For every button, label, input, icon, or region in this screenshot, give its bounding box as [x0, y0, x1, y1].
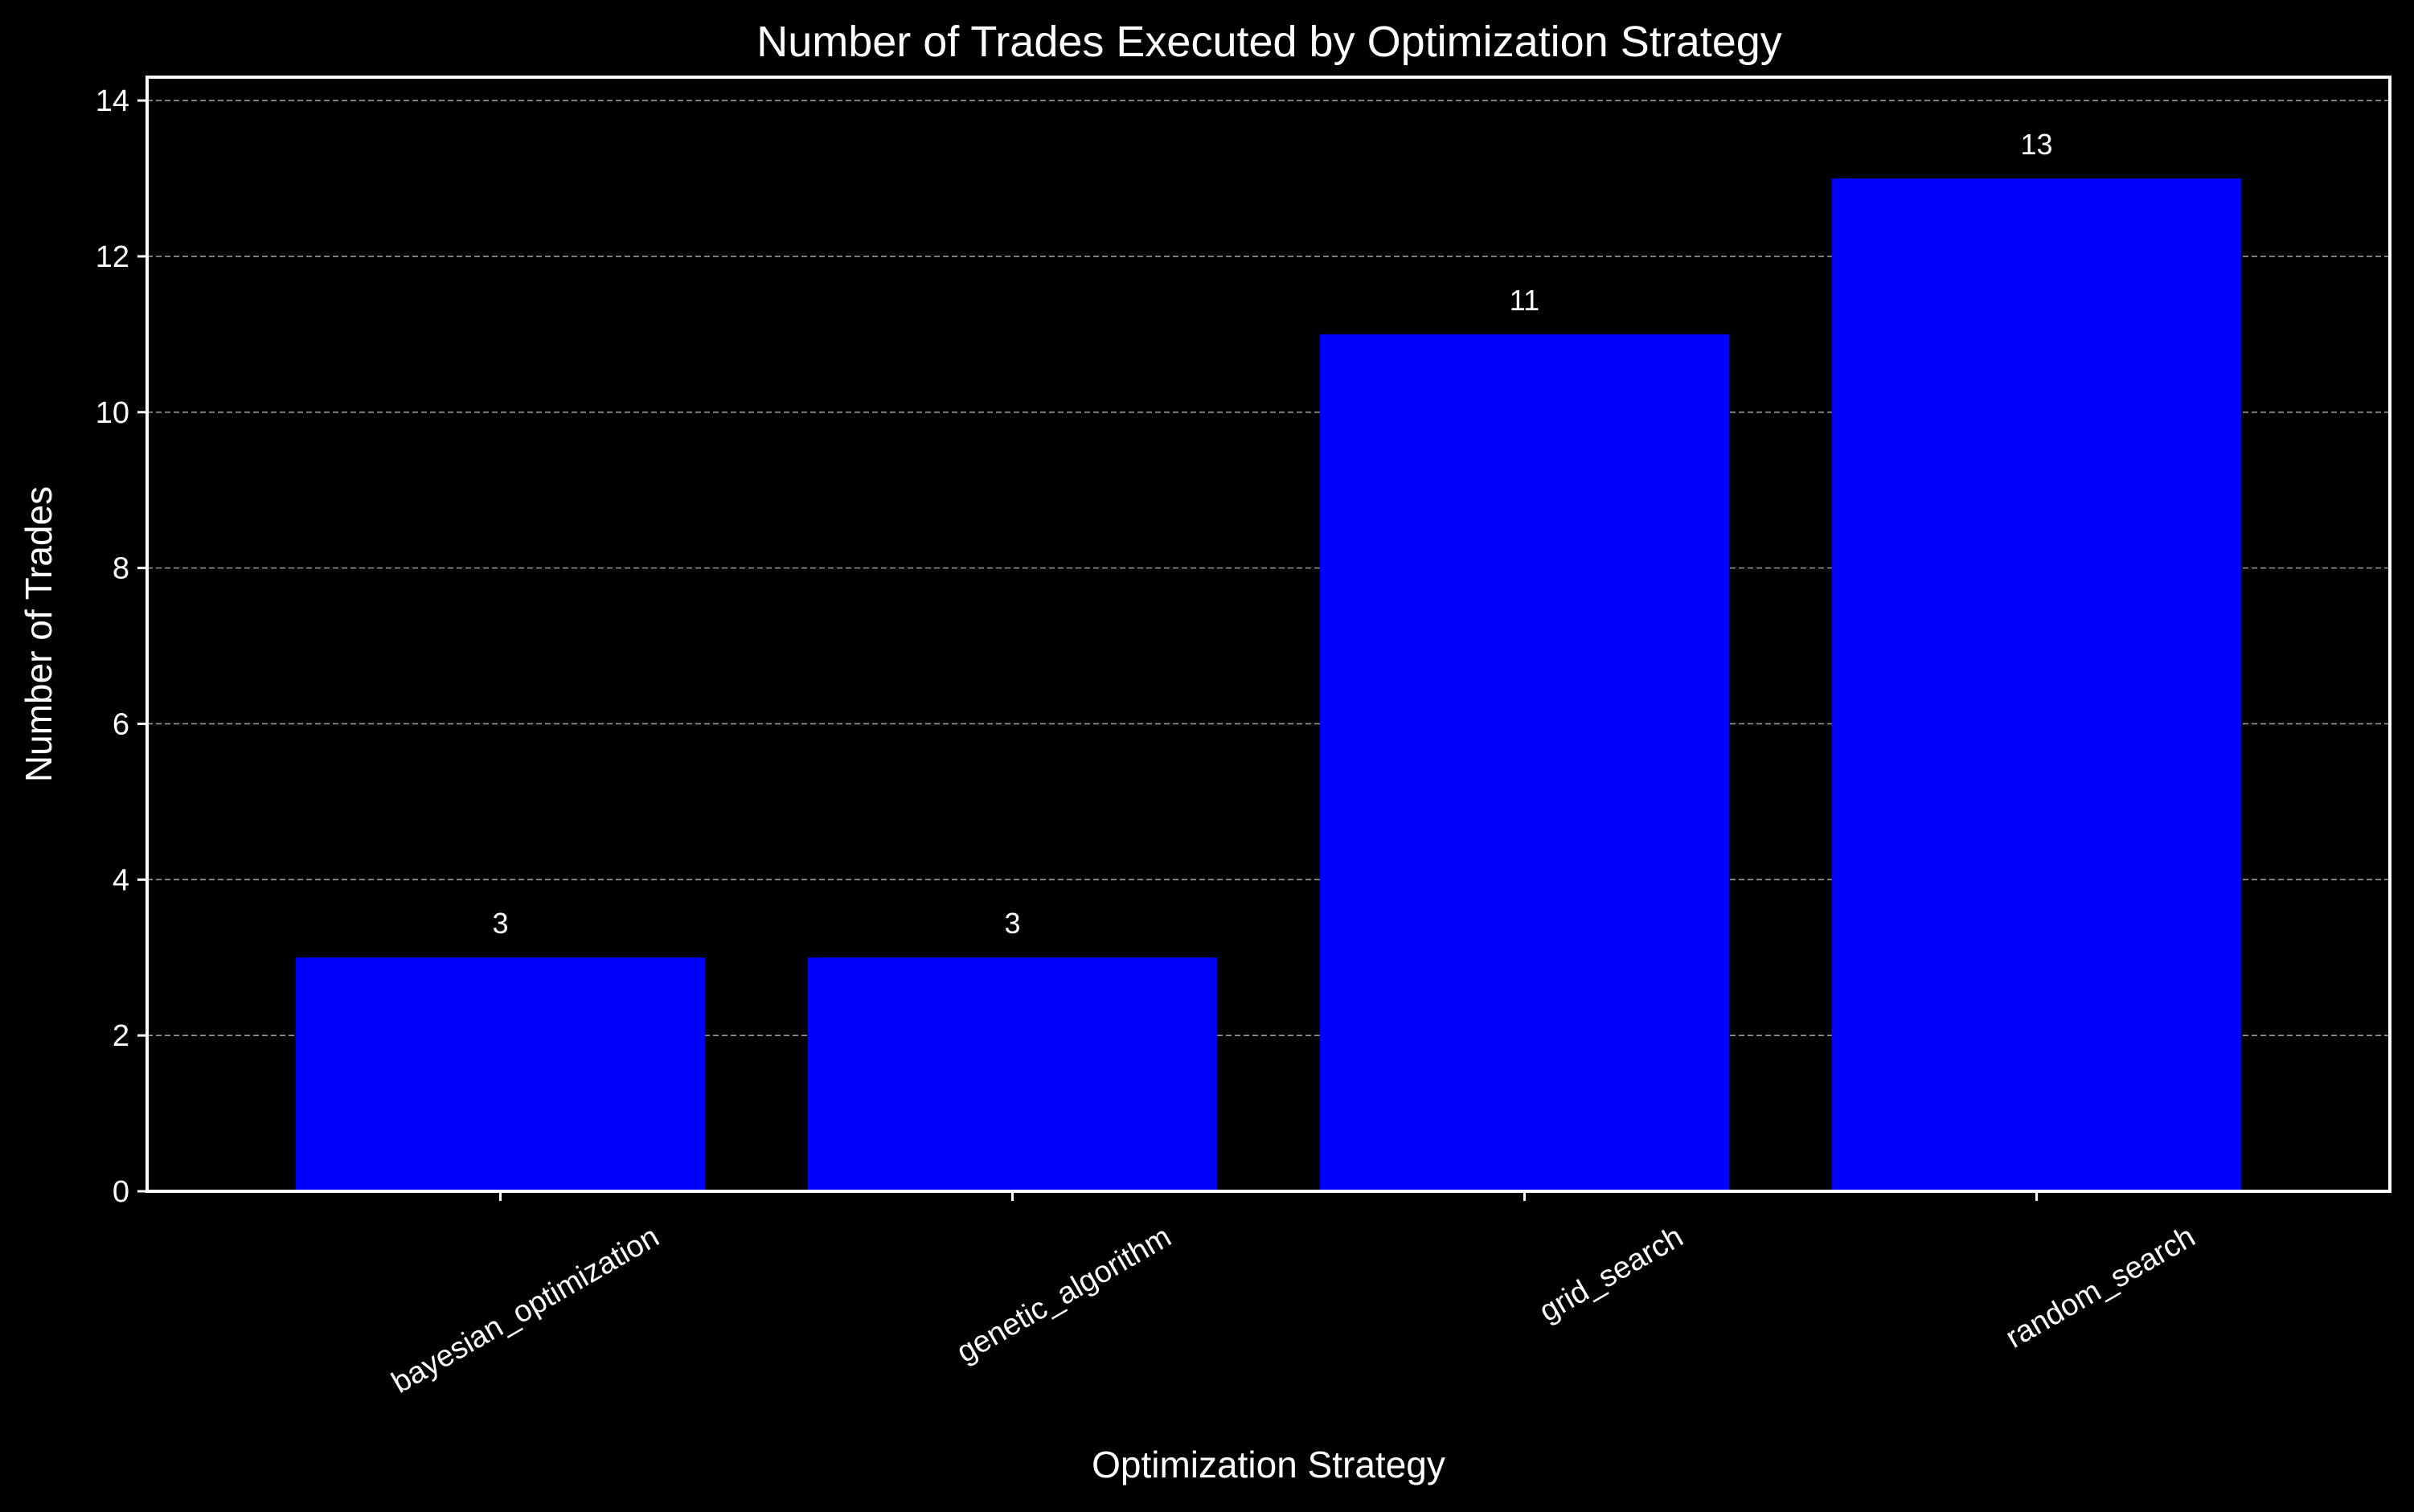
- y-tick-label: 10: [96, 396, 129, 430]
- data-label-grid-search: 11: [1510, 284, 1539, 317]
- y-tick-label: 6: [113, 707, 129, 741]
- bar-bayesian-optimization: [295, 957, 706, 1191]
- y-axis-ticks: 0 2 4 6 8 10 12 14: [96, 84, 147, 1209]
- x-axis-label: Optimization Strategy: [1092, 1444, 1445, 1485]
- y-tick-label: 0: [113, 1175, 129, 1209]
- bar-genetic-algorithm: [807, 957, 1218, 1191]
- chart-title: Number of Trades Executed by Optimizatio…: [756, 18, 1782, 66]
- data-label-bayesian-optimization: 3: [493, 907, 509, 940]
- y-tick-label: 12: [96, 240, 129, 274]
- data-labels: 3 3 11 13: [493, 128, 2053, 940]
- bar-grid-search: [1319, 334, 1730, 1191]
- data-label-genetic-algorithm: 3: [1004, 907, 1020, 940]
- y-tick-label: 14: [96, 84, 129, 118]
- bar-random-search: [1831, 178, 2242, 1191]
- y-axis-label: Number of Trades: [18, 486, 59, 782]
- plot-frame: [145, 76, 2391, 1193]
- y-tick-label: 8: [113, 552, 129, 586]
- y-tick-label: 4: [113, 863, 129, 897]
- data-label-random-search: 13: [2020, 128, 2052, 161]
- y-tick-label: 2: [113, 1019, 129, 1053]
- bars: [295, 178, 2242, 1191]
